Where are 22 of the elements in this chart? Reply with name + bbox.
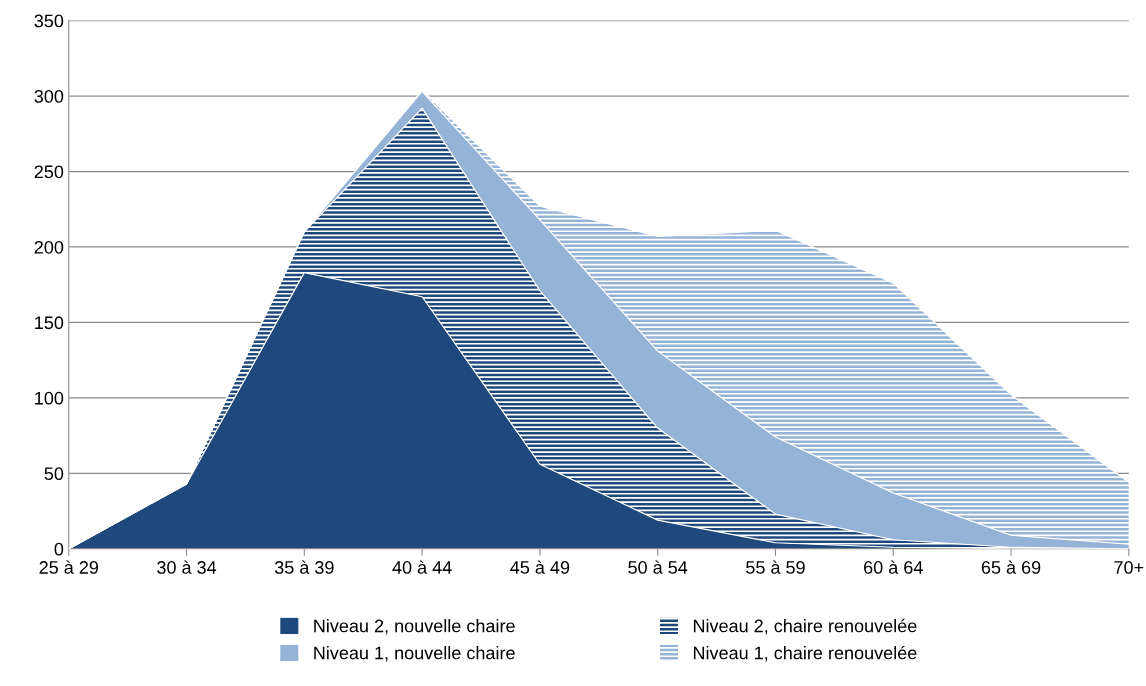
x-tick-label: 65 à 69 [981, 560, 1041, 574]
y-tick-label: 100 [35, 391, 64, 405]
legend-label: Niveau 1, nouvelle chaire [314, 646, 515, 662]
y-tick-label: 200 [34, 240, 64, 254]
x-tick-label: 30 à 34 [157, 560, 217, 574]
y-tick-label: 150 [35, 316, 64, 330]
legend-label: Niveau 2, nouvelle chaire [314, 619, 515, 635]
x-tick-label: 25 à 29 [39, 560, 99, 574]
y-tick-label: 0 [54, 542, 64, 556]
x-tick-label: 55 à 59 [746, 560, 805, 574]
y-tick-label: 300 [34, 89, 64, 103]
y-tick-label: 350 [34, 14, 64, 28]
y-tick-label: 50 [44, 467, 64, 481]
x-tick-label: 35 à 39 [274, 560, 334, 574]
x-tick-label: 45 à 49 [510, 560, 570, 574]
x-tick-label: 50 à 54 [628, 560, 688, 574]
legend-label: Niveau 1, chaire renouvelée [693, 645, 917, 662]
x-tick-label: 60 à 64 [864, 560, 923, 574]
legend-label: Niveau 2, chaire renouvelée [693, 618, 917, 635]
x-tick-label: 70+ [1114, 561, 1144, 574]
x-tick-label: 40 à 44 [392, 560, 452, 574]
y-tick-label: 250 [34, 165, 64, 179]
